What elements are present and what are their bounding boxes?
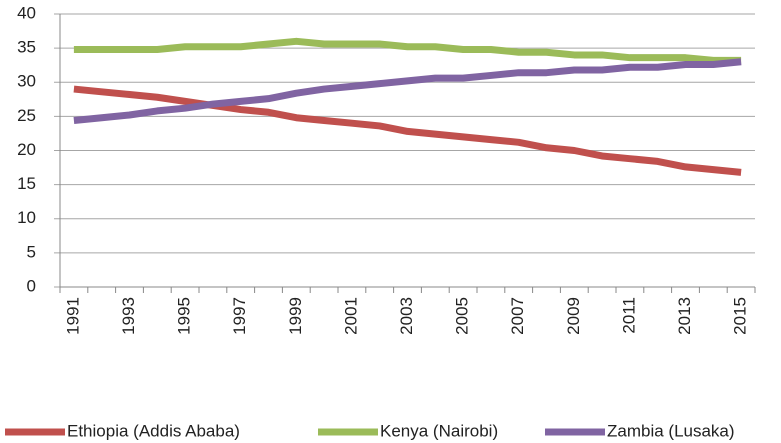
x-tick-label: 1997 — [230, 297, 249, 335]
y-tick-label: 25 — [17, 106, 36, 125]
y-tick-label: 5 — [27, 242, 36, 261]
y-tick-label: 35 — [17, 38, 36, 57]
series-line — [73, 37, 742, 64]
series-line — [73, 58, 742, 124]
y-tick-label: 15 — [17, 174, 36, 193]
x-tick-label: 1993 — [119, 297, 138, 335]
y-tick-label: 10 — [17, 208, 36, 227]
x-tick-label: 2015 — [731, 297, 750, 335]
x-tick-label: 1995 — [175, 297, 194, 335]
legend-label: Ethiopia (Addis Ababa) — [67, 421, 240, 440]
series-line — [73, 85, 742, 176]
legend-label: Kenya (Nairobi) — [380, 421, 498, 440]
x-tick-label: 2003 — [397, 297, 416, 335]
x-tick-label: 2013 — [675, 297, 694, 335]
y-tick-label: 30 — [17, 72, 36, 91]
x-tick-label: 2007 — [508, 297, 527, 335]
y-tick-label: 20 — [17, 140, 36, 159]
x-tick-label: 1991 — [63, 297, 82, 335]
x-tick-label: 2011 — [619, 297, 638, 334]
x-tick-label: 2001 — [341, 297, 360, 335]
legend-label: Zambia (Lusaka) — [607, 421, 735, 440]
x-tick-label: 2005 — [453, 297, 472, 335]
y-tick-label: 0 — [27, 276, 36, 295]
y-tick-label: 40 — [17, 3, 36, 22]
x-tick-label: 2009 — [564, 297, 583, 335]
x-tick-label: 1999 — [286, 297, 305, 335]
